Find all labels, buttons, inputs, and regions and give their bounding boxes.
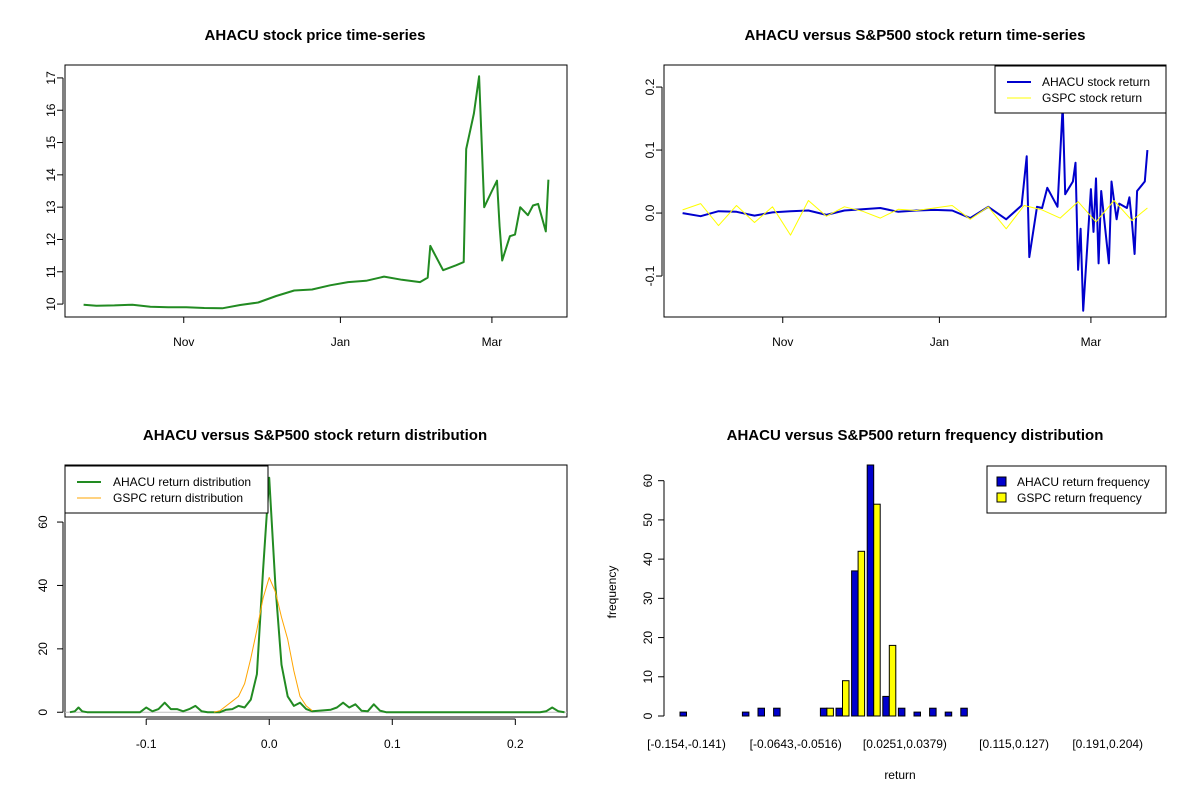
series-line-2 — [682, 200, 1148, 236]
bar-ahacu — [960, 707, 968, 717]
y-tick-label: 40 — [641, 552, 655, 566]
legend-label: AHACU stock return — [1042, 75, 1150, 89]
legend-label: AHACU return distribution — [113, 475, 251, 489]
bar-ahacu — [757, 707, 765, 717]
x-tick-label: [-0.0643,-0.0516) — [750, 737, 842, 751]
y-tick-label: 50 — [641, 513, 655, 527]
y-tick-label: 60 — [641, 474, 655, 488]
return-distribution-panel: AHACU versus S&P500 stock return distrib… — [36, 427, 568, 751]
plot-box — [64, 64, 568, 318]
bar-gspc — [842, 680, 850, 717]
y-tick-label: 11 — [44, 265, 58, 278]
y-tick-label: 0.0 — [643, 204, 657, 221]
y-axis-label: frequency — [605, 566, 619, 619]
return-frequency-panel: AHACU versus S&P500 return frequency dis… — [605, 427, 1167, 782]
histogram-marks: 0 10 20 30 40 50 60 [-0.154,-0.141) [-0.0643,-0.… — [641, 464, 1167, 751]
return-marks: -0.1 0.0 0.1 0.2 Nov Jan Mar AHACU stock return… — [643, 65, 1167, 349]
bar-ahacu — [944, 711, 953, 717]
plot-box — [64, 464, 568, 718]
chart-title: AHACU versus S&P500 stock return distrib… — [143, 427, 487, 444]
x-tick-label: Mar — [482, 335, 503, 349]
x-tick-label: 0.0 — [261, 737, 278, 751]
legend-label: GSPC return distribution — [113, 491, 243, 505]
y-tick-label: -0.1 — [643, 265, 657, 286]
legend-box — [986, 465, 1167, 514]
bar-gspc — [873, 503, 881, 717]
y-tick-label: 0.2 — [643, 78, 657, 95]
x-tick-label: -0.1 — [136, 737, 157, 751]
return-time-series-panel: AHACU versus S&P500 stock return time-se… — [643, 27, 1167, 349]
bar-gspc — [826, 707, 834, 717]
y-tick-label: 16 — [44, 103, 58, 117]
bar-ahacu — [913, 711, 921, 717]
bar-ahacu — [835, 707, 843, 717]
price-time-series-panel: AHACU stock price time-series 10 11 12 13 14… — [44, 27, 568, 349]
density-curve-1 — [69, 476, 565, 714]
legend-label: GSPC return frequency — [1017, 491, 1142, 505]
y-tick-label: 17 — [44, 71, 58, 85]
chart-title: AHACU versus S&P500 stock return time-se… — [745, 27, 1086, 44]
legend-swatch — [996, 476, 1007, 487]
y-tick-label: 0.1 — [643, 141, 657, 158]
y-tick-label: 0 — [36, 709, 50, 716]
y-tick-label: 15 — [44, 136, 58, 150]
y-tick-label: 12 — [44, 232, 58, 246]
y-tick-label: 30 — [641, 591, 655, 605]
bar-ahacu — [679, 711, 687, 717]
x-tick-label: [0.0251,0.0379) — [863, 737, 947, 751]
y-tick-label: 10 — [641, 670, 655, 684]
bar-gspc — [857, 550, 866, 717]
chart-title: AHACU stock price time-series — [205, 27, 426, 44]
legend-box — [994, 65, 1167, 114]
y-tick-label: 40 — [36, 578, 50, 592]
bar-gspc — [888, 644, 897, 717]
y-tick-label: 60 — [36, 515, 50, 529]
x-tick-label: [-0.154,-0.141) — [647, 737, 726, 751]
density-marks: 0 20 40 60 -0.1 0.0 0.1 0.2 AHACU return distrib… — [36, 465, 567, 751]
y-tick-label: 10 — [44, 297, 58, 311]
x-tick-label: Mar — [1081, 335, 1102, 349]
y-tick-label: 14 — [44, 168, 58, 182]
series-line-1 — [83, 75, 550, 310]
legend-swatch — [996, 492, 1007, 503]
x-axis-label: return — [884, 768, 915, 782]
x-tick-label: [0.115,0.127) — [979, 737, 1049, 751]
legend-label: AHACU return frequency — [1017, 475, 1150, 489]
bar-ahacu — [929, 707, 937, 717]
x-tick-label: Nov — [772, 335, 793, 349]
bar-ahacu — [882, 695, 890, 717]
x-tick-label: 0.2 — [507, 737, 524, 751]
y-tick-label: 20 — [641, 631, 655, 645]
x-tick-label: 0.1 — [384, 737, 401, 751]
legend-box — [64, 465, 269, 514]
y-tick-label: 20 — [36, 642, 50, 656]
bar-ahacu — [866, 464, 875, 717]
x-tick-label: Jan — [331, 335, 350, 349]
bar-ahacu — [773, 707, 781, 717]
bar-ahacu — [819, 707, 828, 717]
y-tick-label: 0 — [641, 712, 655, 719]
density-curve-2 — [213, 577, 313, 713]
price-marks: 10 11 12 13 14 15 16 17 Nov Jan Mar — [44, 71, 550, 349]
chart-title: AHACU versus S&P500 return frequency dis… — [727, 427, 1104, 444]
legend-label: GSPC stock return — [1042, 91, 1142, 105]
x-tick-label: [0.191,0.204) — [1072, 737, 1143, 751]
y-tick-label: 13 — [44, 200, 58, 214]
x-tick-label: Nov — [173, 335, 194, 349]
x-tick-label: Jan — [930, 335, 949, 349]
plot-box — [663, 64, 1167, 318]
series-line-1 — [682, 105, 1149, 312]
bar-ahacu — [897, 707, 906, 717]
bar-ahacu — [851, 570, 859, 717]
bar-ahacu — [741, 711, 750, 717]
